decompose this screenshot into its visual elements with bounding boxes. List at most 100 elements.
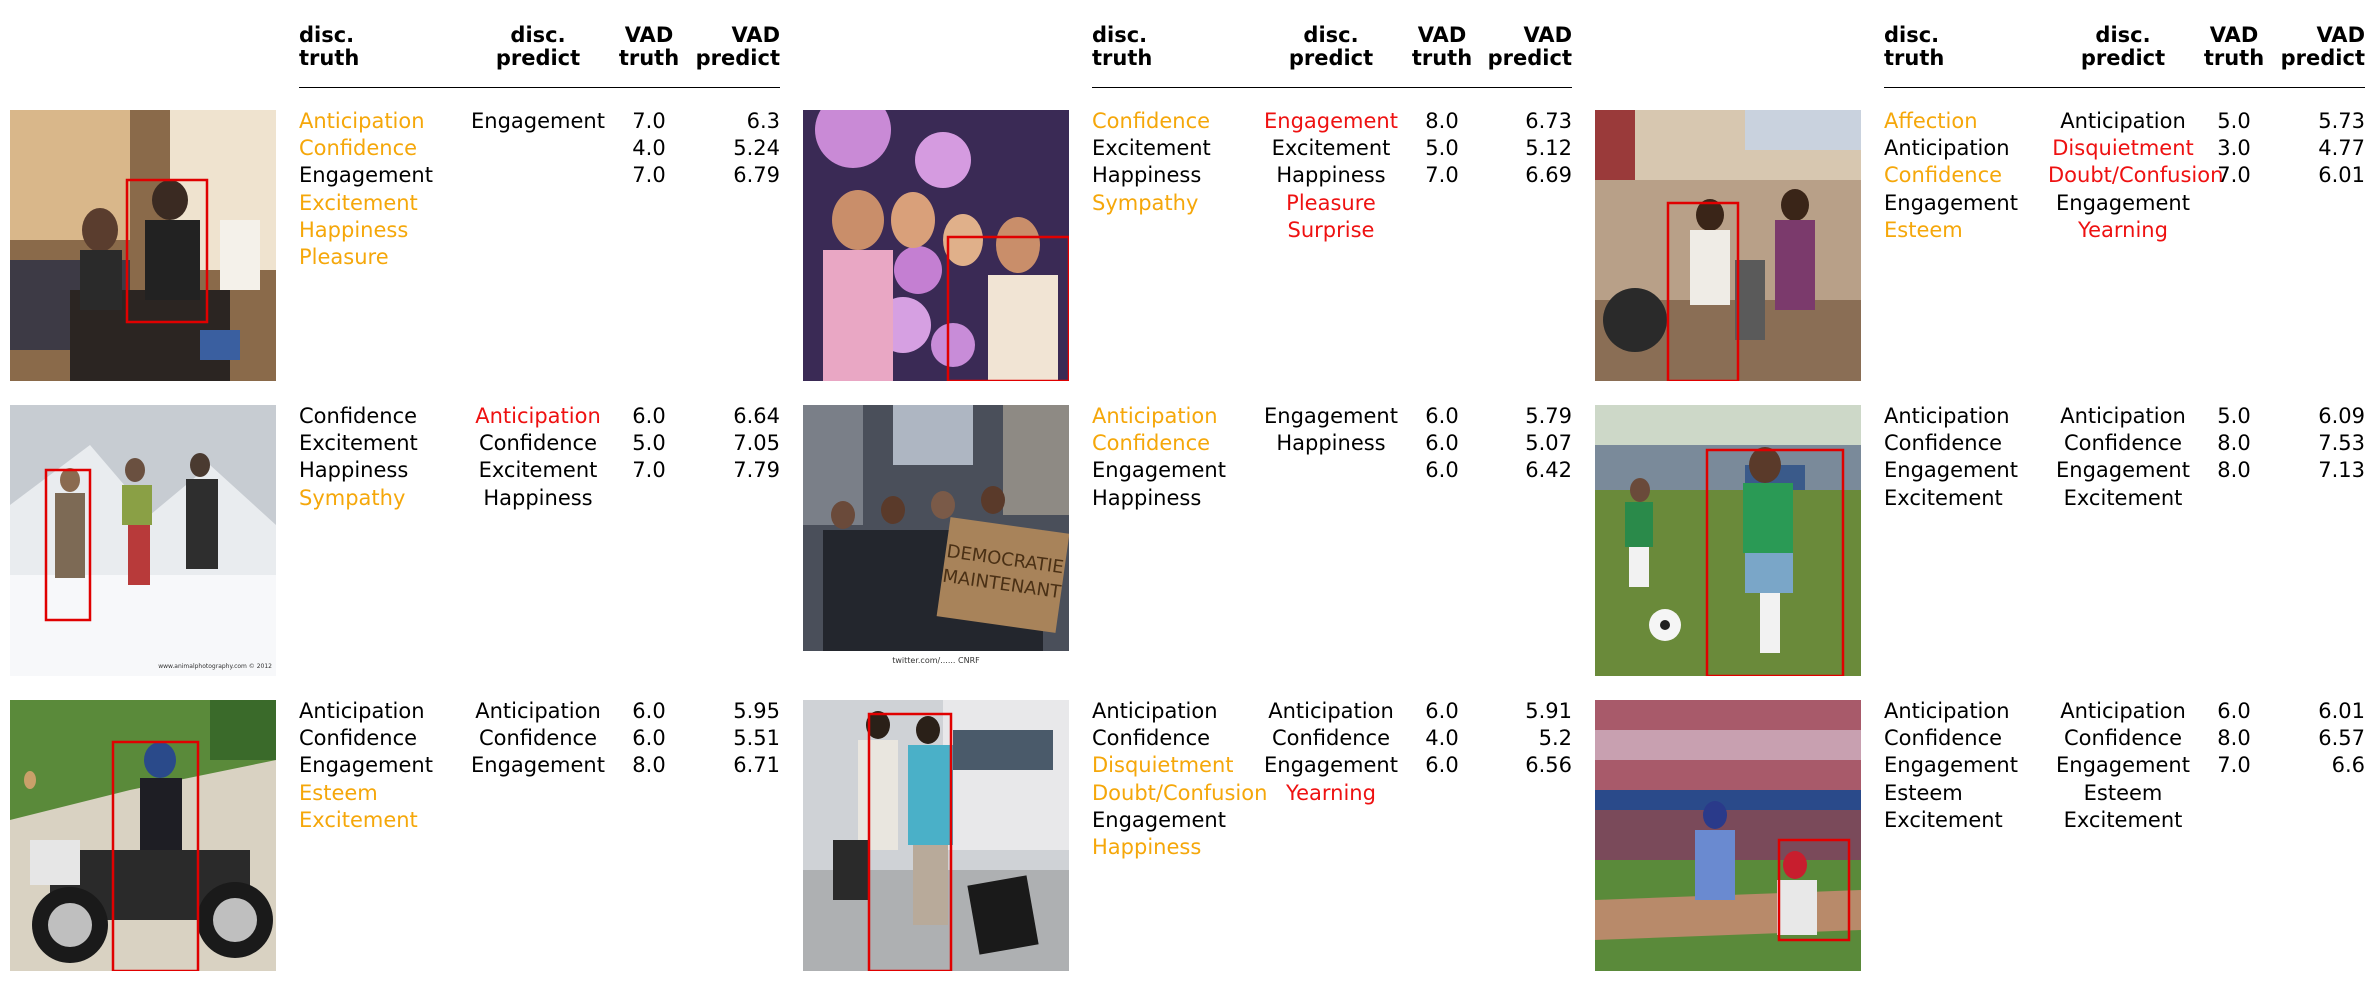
- disc-predict-list-item: Confidence: [2063, 431, 2183, 456]
- disc-truth-list-item: Engagement: [299, 753, 433, 778]
- vad-truth-list-item: 8.0: [2217, 726, 2251, 751]
- disc-truth-list: Anticipation Confidence Disquietment Doubt/…: [1092, 698, 1267, 861]
- photo-baseball-play: [1595, 700, 1861, 971]
- vad-truth-list-item: 6.0: [632, 404, 666, 428]
- disc-truth-list-item: Pleasure: [299, 244, 389, 269]
- vad-predict-list-item: 6.71: [733, 753, 780, 778]
- disc-predict-list-item: Anticipation: [2060, 699, 2186, 723]
- disc-predict-list: Anticipation Disquietment Doubt/Confusion E…: [2048, 108, 2224, 244]
- disc-truth-list: Anticipation Confidence Engagement Esteem Ex…: [299, 698, 433, 834]
- disc-predict-list-item: Excitement: [1271, 136, 1391, 161]
- disc-predict-list-item: Doubt/Confusion: [2048, 163, 2224, 188]
- disc-predict-list-item: Engagement: [1264, 109, 1398, 133]
- disc-truth-list-item: Confidence: [1092, 109, 1211, 133]
- vad-predict-list-item: 5.12: [1525, 136, 1572, 161]
- vad-truth-list: 6.0 6.0 8.0: [609, 698, 689, 780]
- vad-predict-list-item: 6.42: [1525, 458, 1572, 483]
- vad-predict-list-item: 4.77: [2318, 136, 2365, 161]
- vad-truth-list-item: 7.0: [1425, 163, 1459, 188]
- vad-truth-list-item: 8.0: [632, 753, 666, 778]
- vad-predict-list: 5.73 4.77 6.01: [2265, 108, 2365, 190]
- disc-truth-list-item: Anticipation: [299, 699, 425, 723]
- disc-truth-list-item: Confidence: [1092, 431, 1211, 456]
- vad-truth-list-item: 7.0: [632, 163, 666, 188]
- photo-soccer-kid: [1595, 405, 1861, 676]
- vad-truth-list: 8.0 5.0 7.0: [1402, 108, 1482, 190]
- vad-predict-list: 6.3 5.24 6.79: [680, 108, 780, 190]
- disc-predict-list-item: Anticipation: [2060, 109, 2186, 133]
- disc-truth-list-item: Confidence: [1092, 726, 1211, 751]
- disc-truth-list-item: Excitement: [299, 190, 418, 215]
- vad-truth-list-item: 6.0: [1425, 404, 1459, 428]
- vad-truth-list: 7.0 4.0 7.0: [609, 108, 689, 190]
- disc-predict-list: Anticipation Confidence Excitement Happines…: [463, 403, 613, 512]
- disc-predict-list-item: Excitement: [2063, 807, 2183, 832]
- disc-truth-list-item: Happiness: [1092, 834, 1202, 859]
- header-vad-truth: VAD truth: [1411, 23, 1473, 70]
- disc-truth-list: Anticipation Confidence Engagement Esteem Ex…: [1884, 698, 2018, 834]
- vad-predict-list-item: 5.2: [1538, 726, 1572, 751]
- vad-predict-list: 5.79 5.07 6.42: [1472, 403, 1572, 485]
- vad-truth-list-item: 6.0: [1425, 753, 1459, 778]
- disc-predict-list-item: Pleasure: [1286, 190, 1376, 215]
- vad-truth-list-item: 5.0: [2217, 404, 2251, 428]
- vad-predict-list-item: 6.3: [746, 109, 780, 133]
- disc-predict-list-item: Anticipation: [2060, 404, 2186, 428]
- vad-predict-list: 6.64 7.05 7.79: [680, 403, 780, 485]
- disc-truth-list-item: Happiness: [299, 217, 409, 242]
- disc-truth-list-item: Confidence: [299, 404, 418, 428]
- vad-predict-list-item: 5.73: [2318, 109, 2365, 133]
- vad-predict-list-item: 7.05: [733, 431, 780, 456]
- disc-predict-list-item: Yearning: [2078, 217, 2168, 242]
- vad-truth-list-item: 8.0: [2217, 458, 2251, 483]
- vad-truth-list: 6.0 4.0 6.0: [1402, 698, 1482, 780]
- disc-predict-list-item: Excitement: [2063, 485, 2183, 510]
- vad-truth-list-item: 6.0: [1425, 431, 1459, 456]
- disc-predict-list-item: Anticipation: [1268, 699, 1394, 723]
- vad-truth-list: 5.0 3.0 7.0: [2194, 108, 2274, 190]
- disc-predict-list-item: Engagement: [1264, 404, 1398, 428]
- disc-predict-list-item: Engagement: [2056, 190, 2190, 215]
- photo-street-motorbike: [1595, 110, 1861, 381]
- disc-predict-list-item: Engagement: [2056, 458, 2190, 483]
- vad-truth-list-item: 7.0: [632, 458, 666, 483]
- disc-predict-list-item: Disquietment: [2052, 136, 2194, 161]
- header-rule: [1884, 87, 2365, 88]
- disc-truth-list-item: Confidence: [299, 726, 418, 751]
- disc-truth-list: Affection Anticipation Confidence Engagemen…: [1884, 108, 2018, 244]
- disc-truth-list-item: Engagement: [1884, 753, 2018, 778]
- photo-travelers-luggage: [803, 700, 1069, 971]
- disc-predict-list-item: Confidence: [1271, 726, 1391, 751]
- header-vad-predict: VAD predict: [2280, 23, 2365, 70]
- disc-predict-list: Engagement Happiness: [1256, 403, 1406, 457]
- disc-truth-list-item: Anticipation: [1092, 404, 1218, 428]
- vad-truth-list-item: 4.0: [1425, 726, 1459, 751]
- disc-predict-list-item: Anticipation: [475, 699, 601, 723]
- vad-predict-list-item: 6.6: [2331, 753, 2365, 778]
- photo-caption-text: www.animalphotography.com © 2012: [158, 663, 272, 670]
- vad-predict-list-item: 6.69: [1525, 163, 1572, 188]
- disc-truth-list-item: Esteem: [299, 780, 378, 805]
- vad-truth-list-item: 8.0: [2217, 431, 2251, 456]
- header-rule: [299, 87, 780, 88]
- disc-truth-list: Anticipation Confidence Engagement Exciteme…: [299, 108, 433, 271]
- vad-truth-list-item: 4.0: [632, 136, 666, 161]
- disc-truth-list-item: Affection: [1884, 109, 1978, 133]
- disc-truth-list-item: Confidence: [1884, 726, 2003, 751]
- vad-truth-list-item: 7.0: [632, 109, 666, 133]
- disc-predict-list-item: Engagement: [471, 109, 605, 133]
- disc-truth-list-item: Confidence: [1884, 431, 2003, 456]
- vad-predict-list-item: 6.01: [2318, 163, 2365, 188]
- disc-predict-list-item: Surprise: [1287, 217, 1375, 242]
- disc-predict-list-item: Confidence: [478, 431, 598, 456]
- disc-predict-list-item: Confidence: [478, 726, 598, 751]
- disc-truth-list-item: Confidence: [299, 136, 418, 161]
- vad-predict-list-item: 6.64: [733, 404, 780, 428]
- disc-truth-list-item: Anticipation: [1092, 699, 1218, 723]
- vad-predict-list-item: 5.07: [1525, 431, 1572, 456]
- disc-predict-list-item: Anticipation: [475, 404, 601, 428]
- disc-predict-list: Anticipation Confidence Engagement Exciteme…: [2048, 403, 2198, 512]
- vad-truth-list-item: 5.0: [632, 431, 666, 456]
- disc-truth-list-item: Excitement: [299, 431, 418, 456]
- vad-truth-list: 5.0 8.0 8.0: [2194, 403, 2274, 485]
